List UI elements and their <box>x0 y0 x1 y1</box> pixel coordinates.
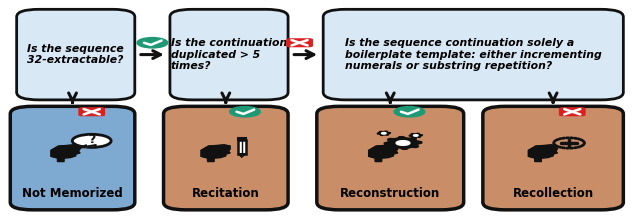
FancyBboxPatch shape <box>323 9 623 100</box>
Circle shape <box>72 134 111 147</box>
Text: Is the continuation
duplicated > 5
times?: Is the continuation duplicated > 5 times… <box>171 38 287 71</box>
Polygon shape <box>369 145 397 161</box>
Text: Recollection: Recollection <box>513 187 594 200</box>
FancyBboxPatch shape <box>17 9 135 100</box>
FancyBboxPatch shape <box>286 38 313 47</box>
Circle shape <box>230 107 260 117</box>
Polygon shape <box>381 133 386 134</box>
FancyBboxPatch shape <box>559 107 586 116</box>
FancyBboxPatch shape <box>164 106 288 210</box>
Text: Recitation: Recitation <box>192 187 260 200</box>
Polygon shape <box>78 145 95 148</box>
FancyBboxPatch shape <box>10 106 135 210</box>
Polygon shape <box>409 133 422 138</box>
Circle shape <box>394 107 425 117</box>
Text: ?: ? <box>88 133 95 146</box>
Polygon shape <box>384 137 422 149</box>
Polygon shape <box>238 140 246 154</box>
Text: Is the sequence continuation solely a
boilerplate template: either incrementing
: Is the sequence continuation solely a bo… <box>345 38 602 71</box>
Polygon shape <box>396 141 410 145</box>
Polygon shape <box>238 138 246 140</box>
Polygon shape <box>201 145 230 161</box>
Polygon shape <box>413 135 418 136</box>
Polygon shape <box>238 154 246 157</box>
Polygon shape <box>528 145 557 161</box>
Text: Not Memorized: Not Memorized <box>22 187 123 200</box>
Text: Is the sequence
32-extractable?: Is the sequence 32-extractable? <box>28 44 124 65</box>
FancyBboxPatch shape <box>317 106 464 210</box>
Polygon shape <box>377 131 390 135</box>
Circle shape <box>137 38 168 48</box>
FancyBboxPatch shape <box>483 106 623 210</box>
Polygon shape <box>51 145 80 161</box>
FancyBboxPatch shape <box>170 9 288 100</box>
FancyBboxPatch shape <box>78 107 105 116</box>
Text: Reconstruction: Reconstruction <box>340 187 440 200</box>
